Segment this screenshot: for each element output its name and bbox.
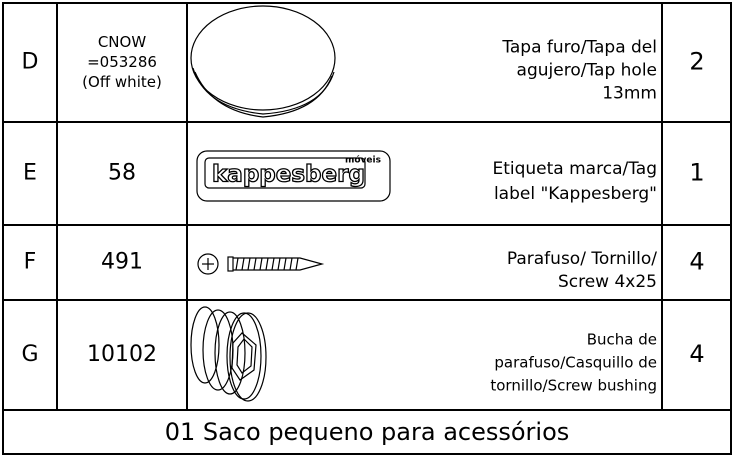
- item-code: =053286: [87, 53, 157, 71]
- cap-drawing: [190, 5, 336, 118]
- item-id: D: [22, 50, 39, 75]
- description: Tapa furo/Tapa del: [501, 38, 657, 58]
- description: Screw 4x25: [558, 272, 657, 292]
- item-code: CNOW: [98, 33, 147, 51]
- screw-drawing: [197, 253, 325, 275]
- quantity: 4: [689, 248, 704, 276]
- logo-brand: kappesberg: [212, 162, 365, 188]
- description: Parafuso/ Tornillo/: [507, 249, 657, 269]
- logo-tagline: móveis: [345, 155, 381, 166]
- grid: [3, 3, 731, 411]
- label-drawing: kappesberg móveis: [196, 150, 391, 202]
- footer: 01 Saco pequeno para acessórios: [165, 418, 570, 446]
- description: label "Kappesberg": [494, 184, 657, 204]
- description: agujero/Tap hole: [517, 61, 657, 81]
- description: Bucha de: [587, 331, 657, 349]
- description: Etiqueta marca/Tag: [492, 159, 657, 179]
- description: tornillo/Screw bushing: [490, 377, 657, 395]
- quantity: 2: [689, 48, 704, 76]
- item-id: F: [24, 250, 37, 275]
- bushing-drawing: [190, 306, 267, 402]
- item-code: (Off white): [82, 73, 162, 91]
- description: 13mm: [602, 84, 657, 104]
- item-code: 491: [101, 250, 143, 275]
- quantity: 1: [689, 159, 704, 187]
- item-code: 58: [108, 161, 136, 186]
- quantity: 4: [689, 340, 704, 368]
- item-id: E: [23, 161, 37, 186]
- description: parafuso/Casquillo de: [494, 354, 657, 372]
- item-code: 10102: [87, 342, 157, 367]
- item-id: G: [21, 342, 38, 367]
